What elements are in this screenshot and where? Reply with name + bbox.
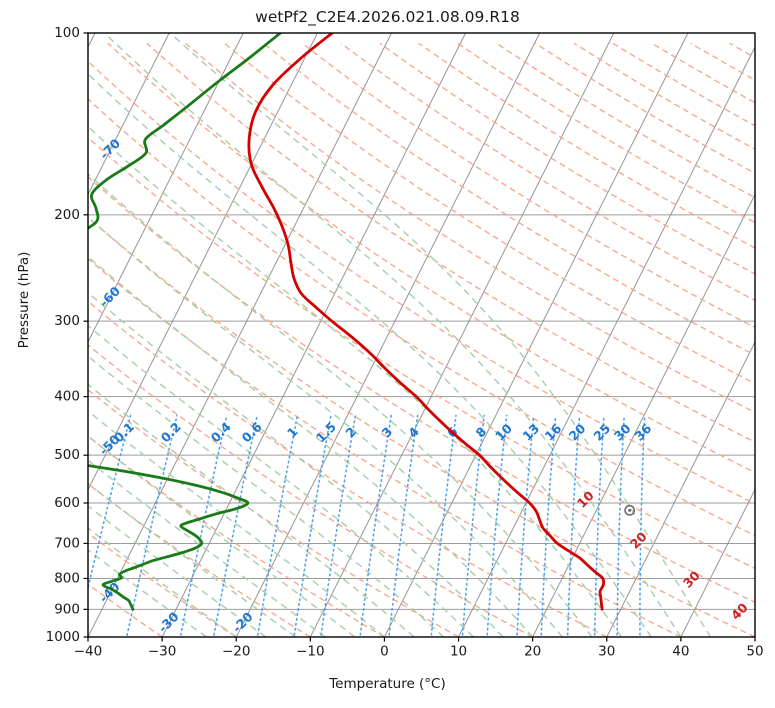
- mixing-ratio-label: 0.2: [158, 419, 184, 445]
- mixing-ratio-label: 16: [541, 421, 564, 444]
- mixing-ratio-label: 13: [519, 421, 542, 444]
- x-tick-label: −20: [222, 644, 251, 660]
- isotherm-label: -70: [97, 135, 124, 162]
- y-tick-label: 500: [54, 447, 80, 463]
- mixing-ratio-label: 10: [492, 421, 515, 444]
- dewpoint-profile: [88, 33, 282, 611]
- isotherm-label: -30: [155, 609, 182, 636]
- y-tick-label: 600: [54, 495, 80, 511]
- y-tick-label: 300: [54, 313, 80, 329]
- x-tick-label: −30: [148, 644, 177, 660]
- y-tick-label: 900: [54, 601, 80, 617]
- x-tick-label: 50: [746, 644, 763, 660]
- mixing-ratio-label: 36: [632, 421, 655, 444]
- mixing-ratio-label: 8: [472, 424, 489, 441]
- y-tick-label: 400: [54, 389, 80, 405]
- mixing-ratio-label: 1: [284, 424, 301, 441]
- dry-adiabat-label: 40: [728, 600, 751, 623]
- mixing-ratio-label: 4: [405, 424, 422, 441]
- x-tick-label: 0: [380, 644, 389, 660]
- dry-adiabat-label: 30: [680, 568, 703, 591]
- x-tick-label: −40: [74, 644, 103, 660]
- mixing-ratio-label: 3: [379, 424, 396, 441]
- x-tick-label: 20: [524, 644, 541, 660]
- mixing-ratio-label: 0.6: [238, 419, 264, 445]
- temperature-profile: [247, 33, 606, 611]
- lcl-marker: [624, 504, 636, 516]
- chart-title: wetPf2_C2E4.2026.021.08.09.R18: [255, 8, 520, 26]
- x-tick-label: 30: [598, 644, 615, 660]
- mixing-ratio-label: 25: [590, 421, 613, 444]
- x-tick-label: 40: [672, 644, 689, 660]
- y-tick-label: 700: [54, 535, 80, 551]
- x-axis-label: Temperature (°C): [329, 676, 446, 692]
- y-tick-label: 1000: [46, 629, 80, 645]
- mixing-ratio-label: 1.5: [313, 419, 339, 445]
- isotherm-label: -60: [96, 283, 123, 310]
- y-tick-label: 800: [54, 570, 80, 586]
- x-tick-label: −10: [296, 644, 325, 660]
- y-tick-label: 200: [54, 207, 80, 223]
- dry-adiabat-label: 10: [574, 488, 597, 511]
- y-tick-label: 100: [54, 25, 80, 41]
- mixing-ratio-label: 2: [342, 424, 359, 441]
- x-tick-label: 10: [450, 644, 467, 660]
